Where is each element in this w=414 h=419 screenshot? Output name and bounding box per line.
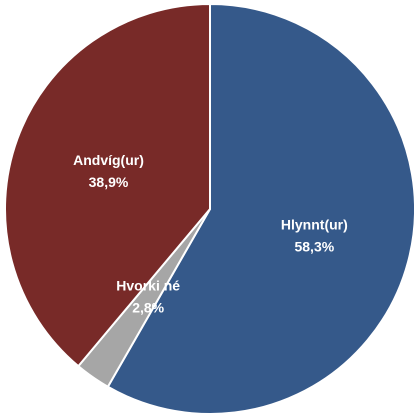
slice-value-label: 2,8% <box>132 299 164 315</box>
slice-value-label: 38,9% <box>89 174 129 190</box>
slice-label: Hlynnt(ur) <box>281 217 348 233</box>
slice-label: Andvíg(ur) <box>73 152 144 168</box>
slice-label: Hvorki né <box>116 277 180 293</box>
slice-value-label: 58,3% <box>294 239 334 255</box>
pie-slice <box>4 2 211 368</box>
